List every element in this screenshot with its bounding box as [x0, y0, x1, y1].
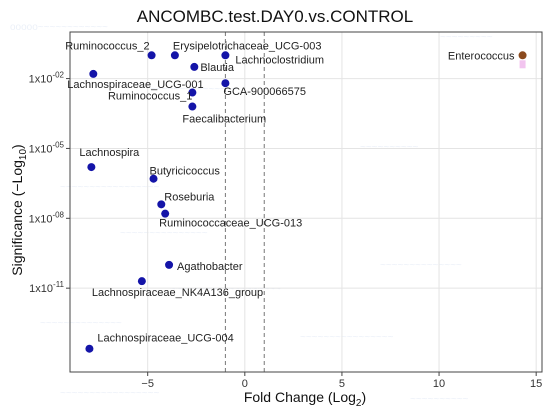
point-label: Faecalibacterium	[182, 114, 266, 126]
point-label: Agathobacter	[177, 261, 243, 273]
y-tick-label: 1x10-05	[29, 140, 65, 155]
background-smear: ~~~~~~~~~~~~~~~	[120, 228, 208, 239]
point-label: Lachnospira	[79, 147, 140, 159]
background-smear: ~~~~~~~~~~~~~~~~~~~	[170, 284, 281, 295]
y-tick-label: 1x10-02	[29, 71, 65, 86]
point-label: Lachnospiraceae_NK4A136_group	[92, 287, 263, 299]
background-smear: ooooo~~~~~~~~~~~~	[10, 22, 108, 33]
grid-lines	[70, 32, 542, 372]
point-label: Blautia	[200, 62, 235, 74]
data-point	[190, 62, 199, 71]
data-point	[85, 344, 94, 353]
y-axis-title: Significance (−Log10)	[9, 144, 29, 275]
background-smear: ~~~~~~~~~~~~~~	[40, 318, 122, 329]
background-smear: ~~~~~~~~~~	[360, 142, 419, 153]
data-point	[137, 277, 146, 286]
point-label: Ruminococcus_2	[65, 40, 149, 52]
data-point	[149, 174, 158, 183]
x-tick-label: 15	[530, 378, 542, 390]
data-point	[170, 51, 179, 60]
data-point	[161, 209, 170, 218]
point-labels: Ruminococcus_2 Erysipelotrichaceae_UCG-00…	[65, 40, 515, 344]
background-smear: ~~~~~~~~~~~~~~	[380, 260, 462, 271]
data-point	[518, 51, 527, 60]
data-point	[188, 88, 197, 97]
y-axis-ticks: 1x10-02 1x10-05 1x10-08 1x10-11	[29, 71, 70, 295]
plot-frame	[69, 31, 543, 373]
background-smear: ~~~~~~~~~~~~~~~~~	[60, 182, 159, 193]
point-label: Lachnospiraceae_UCG-001	[67, 79, 203, 91]
point-label: Ruminococcus_1	[108, 91, 192, 103]
x-axis-ticks: −5 0 5 10 15	[141, 372, 542, 390]
y-tick-label: 1x10-08	[29, 210, 65, 225]
x-axis-title: Fold Change (Log2)	[244, 389, 366, 409]
background-smear: ~~~~~~~~~~~~~~~~	[300, 332, 394, 343]
y-tick-label: 1x10-11	[29, 280, 64, 295]
data-point	[87, 163, 96, 172]
x-tick-label: 10	[433, 378, 445, 390]
data-point	[89, 69, 98, 78]
x-tick-label: 0	[242, 378, 248, 390]
x-tick-label: 5	[339, 378, 345, 390]
point-label: Erysipelotrichaceae_UCG-003	[173, 40, 322, 52]
background-smear: ~~~~~~~~~~	[410, 394, 469, 405]
chart-title: ANCOMBC.test.DAY0.vs.CONTROL	[137, 7, 413, 26]
data-points	[85, 51, 527, 353]
point-label: GCA-900066575	[223, 86, 306, 98]
point-label: Roseburia	[164, 191, 215, 203]
point-label: Ruminococcaceae_UCG-013	[159, 218, 302, 230]
data-point	[221, 51, 230, 60]
enterococcus-marker	[519, 60, 526, 69]
point-label: Enterococcus	[448, 50, 515, 62]
data-point	[157, 200, 166, 209]
data-point	[221, 79, 230, 88]
data-point	[147, 51, 156, 60]
background-smear: ~~~~~~~~~~~~~~~~~	[60, 388, 159, 399]
background-smear: ~~~~~~~~~	[440, 32, 493, 43]
point-label: Butyricicoccus	[150, 166, 221, 178]
data-point	[165, 260, 174, 269]
x-tick-label: −5	[141, 378, 154, 390]
point-label: Lachnospiraceae_UCG-004	[97, 333, 233, 345]
point-label: Lachnoclostridium	[235, 54, 324, 66]
threshold-lines	[224, 32, 265, 372]
data-point	[188, 102, 197, 111]
